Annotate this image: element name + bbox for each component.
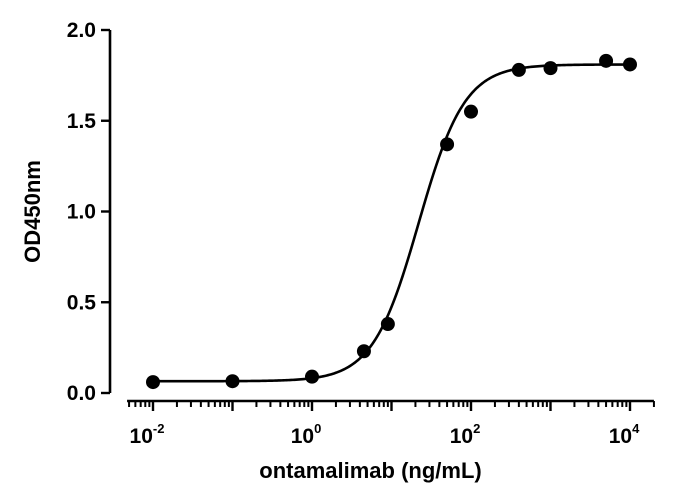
y-tick-label: 2.0	[67, 19, 96, 42]
x-tick-base: 10	[450, 425, 473, 448]
axes	[108, 30, 654, 403]
data-points	[146, 53, 637, 390]
x-tick-label: 104	[609, 421, 640, 448]
data-point	[511, 62, 526, 77]
x-tick-exponent: 0	[314, 421, 321, 436]
data-point	[623, 57, 637, 72]
y-tick-label: 1.0	[67, 201, 96, 224]
y-tick-label: 0.0	[67, 382, 96, 405]
y-axis-title: OD450nm	[20, 160, 45, 263]
y-tick-label: 1.5	[67, 110, 97, 133]
data-point	[599, 53, 614, 68]
x-tick-base: 10	[130, 425, 153, 448]
y-tick-label: 0.5	[67, 291, 97, 314]
axis-ticks	[101, 28, 655, 411]
data-point	[356, 344, 371, 359]
data-point	[464, 104, 478, 119]
x-tick-exponent: 2	[473, 421, 480, 436]
x-tick-exponent: -2	[153, 421, 165, 436]
data-point	[380, 317, 395, 332]
x-tick-base: 10	[609, 425, 632, 448]
fit-curve	[153, 63, 630, 383]
tick-labels: 0.00.51.01.52.010-2 100 102 104	[67, 19, 640, 448]
data-point	[146, 375, 160, 390]
data-point	[305, 369, 319, 384]
x-tick-label: 100	[291, 421, 322, 448]
data-point	[440, 137, 455, 152]
x-tick-label: 10-2	[130, 421, 165, 448]
x-tick-base: 10	[291, 425, 314, 448]
x-tick-label: 102	[450, 421, 481, 448]
data-point	[543, 61, 558, 76]
x-axis-title: ontamalimab (ng/mL)	[259, 458, 481, 483]
data-point	[225, 374, 240, 389]
x-tick-exponent: 4	[632, 421, 640, 436]
